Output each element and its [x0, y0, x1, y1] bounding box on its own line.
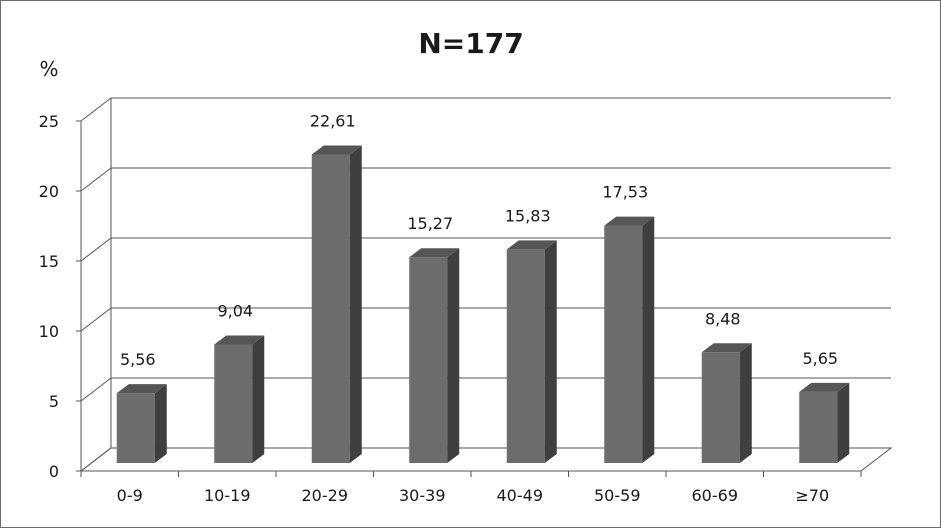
y-axis-ticks: 0 5 10 15 20 25	[39, 112, 81, 481]
floor-plane	[79, 447, 893, 472]
bar	[409, 248, 460, 463]
bar-side	[837, 382, 850, 463]
data-label: 17,53	[602, 183, 648, 202]
x-tick-label: 30-39	[399, 486, 446, 505]
bar	[311, 145, 362, 463]
data-label: 9,04	[217, 301, 253, 320]
y-tick-label: 20	[39, 182, 59, 201]
x-tick-label: 60-69	[692, 486, 739, 505]
bar-top	[799, 382, 850, 392]
gridline-side	[80, 167, 112, 192]
gridline-side	[80, 377, 112, 402]
bar-front	[311, 154, 350, 463]
bar-top	[409, 248, 460, 258]
chart-walls	[80, 98, 112, 471]
bar-side	[544, 240, 557, 463]
bar	[701, 343, 752, 463]
bars	[116, 145, 850, 463]
bar	[214, 335, 265, 463]
bar	[604, 216, 655, 463]
data-labels: 5,56 9,04 22,61 15,27 15,83 17,53 8,48 5,65	[120, 111, 838, 369]
bar-side	[642, 216, 655, 463]
x-tick-label: ≥70	[795, 486, 829, 505]
bar-side	[252, 335, 265, 463]
y-tick-label: 15	[39, 252, 59, 271]
x-tick-label: 40-49	[497, 486, 544, 505]
x-axis-ticks: 0-9 10-19 20-29 30-39 40-49 50-59 60-69 ≥70	[80, 471, 862, 505]
y-tick-label: 10	[39, 322, 59, 341]
data-label: 15,27	[407, 214, 453, 233]
bar	[799, 382, 850, 463]
data-label: 15,83	[505, 206, 551, 225]
bar-side	[349, 145, 362, 463]
bar-front	[799, 391, 838, 463]
bar-top	[116, 384, 167, 394]
y-axis-unit: %	[39, 57, 58, 81]
bar	[506, 240, 557, 463]
bar-top	[214, 335, 265, 345]
data-label: 8,48	[705, 309, 741, 328]
y-tick-label: 5	[49, 392, 59, 411]
x-tick-label: 0-9	[117, 486, 143, 505]
bar-side	[739, 343, 752, 463]
bar-front	[116, 393, 155, 463]
data-label: 5,65	[802, 349, 838, 368]
bar	[116, 384, 167, 463]
bar-side	[447, 248, 460, 463]
x-tick-label: 10-19	[204, 486, 251, 505]
bar-side	[154, 384, 167, 463]
bar-top	[311, 145, 362, 155]
gridline-side	[80, 307, 112, 332]
bar-top	[701, 343, 752, 353]
y-tick-label: 0	[49, 462, 59, 481]
gridline-side	[80, 237, 112, 262]
data-label: 5,56	[120, 350, 156, 369]
bar-top	[604, 216, 655, 226]
gridlines	[80, 97, 891, 472]
bar-front	[506, 249, 545, 463]
bar-top	[506, 240, 557, 250]
chart-floor	[79, 447, 893, 472]
bar-front	[409, 257, 448, 463]
bar-front	[604, 225, 643, 463]
chart-title: N=177	[418, 27, 523, 60]
bar-front	[214, 344, 253, 463]
y-tick-label: 25	[39, 112, 59, 131]
bar-front	[701, 352, 740, 463]
x-tick-label: 20-29	[302, 486, 349, 505]
data-label: 22,61	[310, 111, 356, 130]
x-tick-label: 50-59	[594, 486, 641, 505]
gridline-side	[80, 97, 112, 122]
